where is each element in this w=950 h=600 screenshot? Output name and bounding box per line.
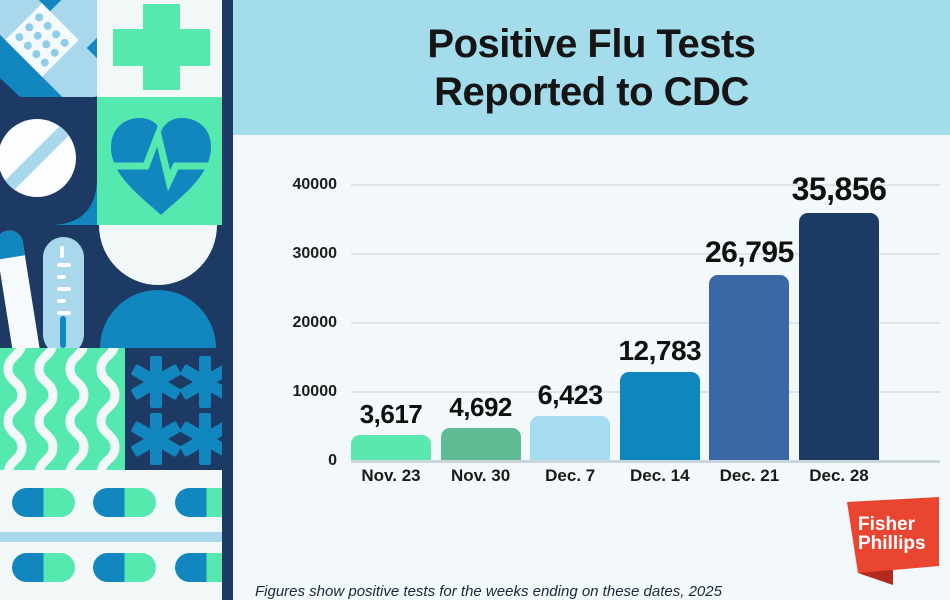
asterisk-pattern-icon (125, 348, 222, 470)
y-axis-tick-label: 20000 (292, 314, 338, 331)
pill-capsules-icon (0, 470, 222, 600)
bar-dec-14 (619, 372, 700, 460)
y-axis-tick-label: 40000 (292, 176, 338, 193)
bar-nov-23 (351, 435, 431, 460)
decorative-sidebar (0, 0, 222, 600)
x-axis-category-label: Nov. 30 (450, 466, 511, 485)
bar-dec-7 (530, 416, 611, 460)
main-content: Positive Flu Tests Reported to CDC 0 1000… (233, 0, 950, 600)
chart-footnote: Figures show positive tests for the week… (255, 583, 722, 600)
logo-fold (858, 566, 893, 585)
x-axis-category-label: Dec. 21 (719, 466, 780, 485)
gridline (351, 322, 940, 324)
waves-pattern-icon (0, 348, 125, 470)
y-axis-tick-label: 0 (328, 452, 337, 469)
x-axis-category-label: Dec. 14 (630, 466, 690, 485)
y-axis-tick-label: 30000 (292, 245, 338, 262)
bar-value-label: 26,795 (705, 236, 794, 269)
thermometer-icon (0, 225, 97, 348)
x-axis-category-label: Dec. 28 (809, 466, 869, 485)
medical-cross-icon (97, 0, 222, 97)
bar-value-label: 35,856 (791, 171, 887, 207)
logo-text-line-2: Phillips (858, 533, 926, 554)
bar-dec-21 (709, 275, 790, 460)
heart-ekg-icon (97, 97, 222, 225)
y-axis-tick-label: 10000 (292, 383, 338, 400)
fisher-phillips-logo: Fisher Phillips (847, 497, 939, 585)
capsule-halves-icon (97, 225, 222, 348)
gridline (351, 253, 940, 255)
chart-header: Positive Flu Tests Reported to CDC (233, 0, 950, 135)
x-axis-category-label: Nov. 23 (361, 466, 421, 485)
sidebar-divider (222, 0, 233, 600)
gridline (351, 184, 940, 186)
logo-banner (847, 497, 939, 573)
page-title: Positive Flu Tests Reported to CDC (427, 20, 756, 116)
bar-nov-30 (440, 428, 521, 460)
bar-value-label: 4,692 (449, 392, 512, 422)
pill-tablet-icon (0, 97, 97, 225)
bar-dec-28 (799, 213, 879, 460)
bar-value-label: 3,617 (359, 399, 423, 429)
x-axis-line (351, 459, 940, 463)
bar-value-label: 12,783 (618, 335, 702, 366)
x-axis-category-label: Dec. 7 (545, 466, 596, 485)
bar-value-label: 6,423 (537, 380, 604, 410)
logo-text-line-1: Fisher (858, 514, 916, 535)
bar-chart: 0 10000 20000 30000 40000 3,617 Nov. 23 4,692 No… (233, 0, 950, 600)
title-line-2: Reported to CDC (434, 69, 749, 114)
title-line-1: Positive Flu Tests (427, 21, 756, 66)
bandage-icon (0, 0, 97, 97)
